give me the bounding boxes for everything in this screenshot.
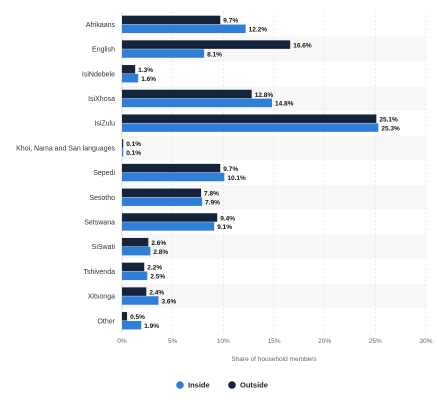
legend-marker-inside (176, 381, 184, 389)
bar-inside[interactable] (122, 148, 124, 157)
category-label: Xitsonga (88, 294, 115, 301)
x-axis-title: Share of household members (231, 356, 317, 363)
bar-inside[interactable] (122, 73, 139, 83)
data-label: 25.1% (379, 116, 398, 123)
category-label: IsiZulu (94, 121, 115, 128)
bar-outside[interactable] (122, 287, 147, 296)
bar-outside[interactable] (122, 15, 221, 25)
data-label: 12.8% (255, 92, 274, 99)
bar-outside[interactable] (122, 139, 124, 148)
x-tick-label: 30% (419, 338, 432, 345)
data-label: 7.9% (205, 199, 220, 206)
bar-outside[interactable] (122, 312, 128, 321)
data-labels: 9.7% 12.2% 16.6% 8.1% 1.3% 1.6% 12.8%14.8% 25.1… (126, 18, 400, 330)
data-label: 9.4% (220, 215, 235, 222)
data-label: 2.5% (150, 274, 165, 281)
data-label: 14.8% (275, 101, 294, 108)
bar-inside[interactable] (122, 172, 225, 182)
data-label: 1.6% (141, 76, 156, 83)
category-label: IsiNdebele (82, 71, 115, 78)
data-label: 25.3% (381, 125, 400, 132)
bar-inside[interactable] (122, 123, 379, 132)
data-label: 9.1% (217, 224, 232, 231)
bar-outside[interactable] (122, 188, 202, 198)
data-label: 1.3% (138, 67, 153, 74)
bar-outside[interactable] (122, 237, 149, 247)
bar-inside[interactable] (122, 24, 246, 34)
data-label: 3.6% (161, 298, 176, 305)
bar-inside[interactable] (122, 246, 151, 256)
row-band (122, 234, 426, 259)
data-label: 7.8% (204, 191, 219, 198)
data-label: 0.5% (130, 314, 145, 321)
legend-label[interactable]: Outside (240, 381, 268, 390)
category-label: Setswana (84, 219, 115, 226)
bar-inside[interactable] (122, 296, 159, 305)
category-label: Sepedi (93, 170, 115, 177)
data-label: 16.6% (293, 42, 312, 49)
bar-inside[interactable] (122, 271, 148, 281)
bar-inside[interactable] (122, 197, 203, 206)
x-tick-label: 15% (267, 338, 280, 345)
data-label: 0.1% (126, 150, 141, 157)
bar-outside[interactable] (122, 163, 221, 173)
category-labels: Afrikaans English IsiNdebele IsiXhosa IsiZul… (16, 22, 116, 325)
data-label: 1.9% (144, 323, 159, 330)
data-label: 9.7% (223, 18, 238, 25)
bar-outside[interactable] (122, 213, 218, 222)
bar-inside[interactable] (122, 320, 142, 330)
bar-inside[interactable] (122, 49, 205, 58)
bar-inside[interactable] (122, 222, 215, 231)
x-tick-label: 5% (168, 338, 178, 345)
data-label: 2.4% (149, 289, 164, 296)
data-label: 2.6% (151, 240, 166, 247)
data-label: 12.2% (249, 27, 268, 34)
data-label: 0.1% (126, 141, 141, 148)
category-label: Afrikaans (86, 22, 116, 29)
category-label: Sesotho (89, 195, 115, 202)
category-label: Khoi, Nama and San languages (16, 145, 115, 152)
bar-outside[interactable] (122, 40, 291, 49)
bar-outside[interactable] (122, 89, 252, 99)
legend-marker-outside (228, 381, 236, 389)
data-label: 9.7% (223, 166, 238, 173)
category-label: SiSwati (92, 244, 116, 251)
bar-inside[interactable] (122, 98, 272, 108)
legend: Inside Outside (176, 381, 268, 390)
bar-outside[interactable] (122, 65, 136, 74)
bar-outside[interactable] (122, 262, 145, 272)
category-label: Tshivenda (83, 269, 115, 276)
x-tick-label: 10% (217, 338, 230, 345)
data-label: 10.1% (227, 175, 246, 182)
bars-group (122, 15, 379, 330)
x-axis-ticks: 0% 5% 10% 15% 20% 25% 30% (117, 338, 432, 345)
x-tick-label: 25% (369, 338, 382, 345)
data-label: 2.8% (153, 249, 168, 256)
legend-label[interactable]: Inside (188, 381, 210, 390)
category-label: Other (97, 318, 115, 325)
bar-outside[interactable] (122, 114, 377, 123)
x-tick-label: 0% (117, 338, 127, 345)
x-tick-label: 20% (318, 338, 331, 345)
category-label: IsiXhosa (88, 96, 115, 103)
data-label: 8.1% (207, 51, 222, 58)
category-label: English (92, 47, 115, 54)
data-label: 2.2% (147, 265, 162, 272)
